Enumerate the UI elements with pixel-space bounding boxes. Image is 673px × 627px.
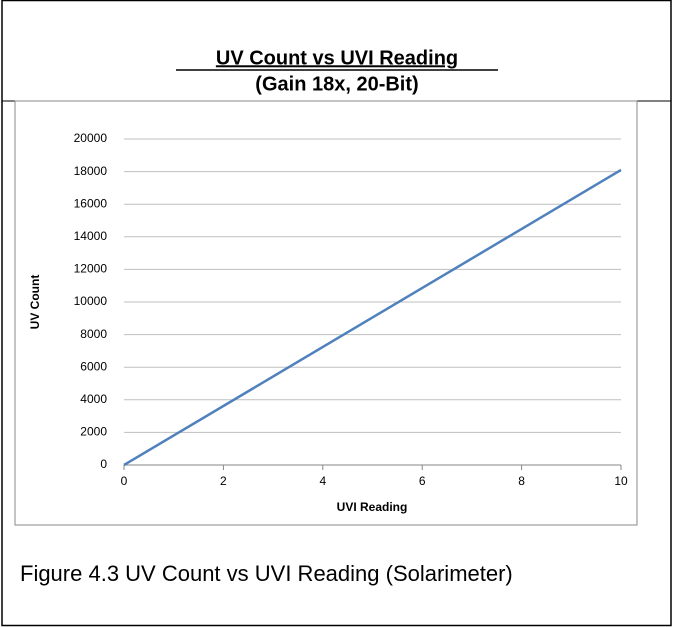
y-tick-label: 2000: [80, 425, 107, 439]
x-axis-label: UVI Reading: [337, 500, 408, 514]
y-tick-label: 20000: [74, 131, 108, 145]
y-tick-label: 8000: [80, 327, 107, 341]
chart-title: UV Count vs UVI Reading: [216, 47, 458, 69]
x-tick-label: 8: [518, 474, 525, 488]
chart-subtitle: (Gain 18x, 20-Bit): [255, 73, 418, 95]
x-tick-label: 2: [220, 474, 227, 488]
y-tick-label: 4000: [80, 392, 107, 406]
y-tick-label: 10000: [74, 294, 108, 308]
y-axis-label: UV Count: [28, 275, 42, 330]
y-tick-label: 12000: [74, 262, 108, 276]
caption: Figure 4.3 UV Count vs UVI Reading (Sola…: [20, 561, 513, 586]
y-tick-label: 6000: [80, 359, 107, 373]
y-tick-label: 14000: [74, 229, 108, 243]
x-tick-label: 10: [614, 474, 628, 488]
chart-frame: [14, 100, 638, 526]
y-tick-label: 0: [100, 457, 107, 471]
x-tick-label: 0: [121, 474, 128, 488]
y-tick-label: 18000: [74, 164, 108, 178]
data-line: [123, 168, 622, 467]
y-tick-label: 16000: [74, 196, 108, 210]
x-tick-label: 6: [419, 474, 426, 488]
x-tick-label: 4: [319, 474, 326, 488]
